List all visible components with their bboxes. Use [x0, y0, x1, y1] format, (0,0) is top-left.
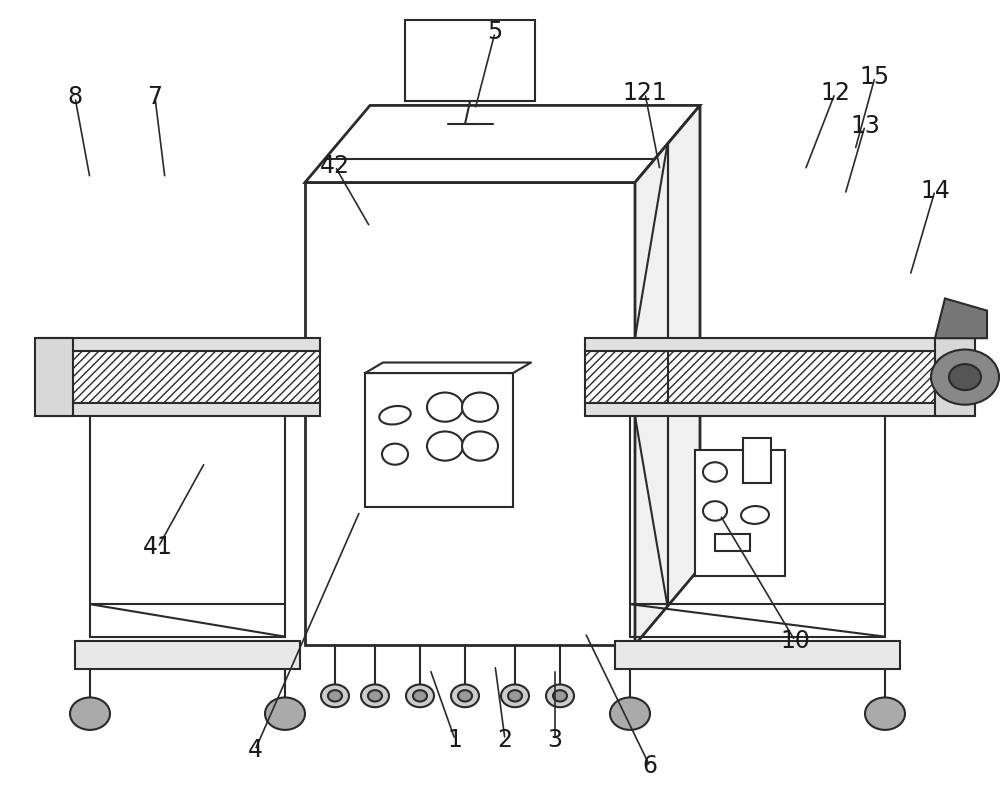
Circle shape	[462, 393, 498, 422]
Text: 10: 10	[780, 629, 810, 653]
Circle shape	[865, 697, 905, 730]
Circle shape	[361, 684, 389, 707]
Text: 15: 15	[860, 65, 890, 89]
Circle shape	[70, 697, 110, 730]
Text: 1: 1	[448, 727, 462, 752]
Circle shape	[553, 690, 567, 702]
Circle shape	[427, 393, 463, 422]
Circle shape	[321, 684, 349, 707]
Bar	[40, 403, 320, 416]
Text: 41: 41	[143, 535, 173, 560]
Text: 12: 12	[820, 81, 850, 105]
Circle shape	[546, 684, 574, 707]
Polygon shape	[935, 298, 987, 338]
Bar	[715, 534, 750, 551]
Text: 8: 8	[67, 85, 83, 109]
Bar	[585, 403, 945, 416]
Circle shape	[949, 364, 981, 390]
Ellipse shape	[741, 506, 769, 524]
Bar	[75, 641, 300, 669]
Circle shape	[413, 690, 427, 702]
Circle shape	[265, 697, 305, 730]
Circle shape	[382, 444, 408, 465]
Bar	[40, 338, 320, 351]
Bar	[743, 438, 771, 483]
Circle shape	[703, 501, 727, 521]
Circle shape	[406, 684, 434, 707]
Circle shape	[508, 690, 522, 702]
Polygon shape	[635, 105, 700, 645]
Text: 121: 121	[623, 81, 667, 105]
Circle shape	[931, 350, 999, 405]
Bar	[35, 338, 73, 416]
Text: 6: 6	[642, 754, 658, 779]
Bar	[615, 641, 900, 669]
Circle shape	[427, 431, 463, 461]
Polygon shape	[305, 105, 700, 182]
Bar	[365, 373, 513, 507]
Text: 14: 14	[920, 178, 950, 203]
Text: 7: 7	[148, 85, 162, 109]
Circle shape	[703, 462, 727, 482]
Text: 4: 4	[248, 738, 262, 762]
Text: 13: 13	[850, 114, 880, 138]
Bar	[305, 182, 635, 645]
Text: 5: 5	[487, 20, 503, 45]
Circle shape	[451, 684, 479, 707]
Ellipse shape	[379, 406, 411, 424]
Bar	[585, 338, 945, 351]
Bar	[585, 351, 975, 403]
Circle shape	[458, 690, 472, 702]
Bar	[935, 338, 975, 416]
Circle shape	[328, 690, 342, 702]
Circle shape	[462, 431, 498, 461]
Circle shape	[501, 684, 529, 707]
Text: 3: 3	[548, 727, 562, 752]
Circle shape	[368, 690, 382, 702]
Text: 42: 42	[320, 154, 350, 178]
Bar	[695, 450, 785, 576]
Text: 2: 2	[498, 727, 512, 752]
Bar	[405, 20, 535, 101]
Bar	[40, 351, 320, 403]
Circle shape	[610, 697, 650, 730]
